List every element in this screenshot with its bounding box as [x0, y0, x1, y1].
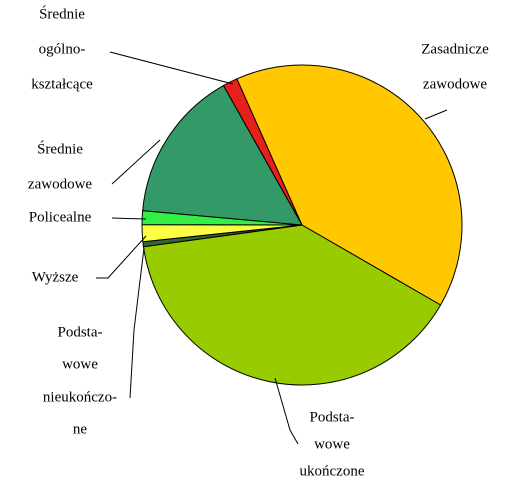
leader-line [274, 377, 299, 445]
leader-line [424, 109, 448, 120]
slice-label: zawodowe [28, 176, 92, 192]
slice-label: ne [73, 421, 88, 437]
slice-label: Średnie [37, 140, 83, 157]
slice-label: ogólno- [39, 41, 86, 57]
leader-line [111, 139, 161, 185]
slice-label: wowe [314, 436, 350, 452]
slice-label: nieukończo- [43, 389, 117, 405]
leader-line [96, 235, 147, 279]
slice-label: ukończone [300, 463, 365, 479]
slice-label: Podsta- [310, 409, 355, 425]
slice-label: wowe [62, 356, 98, 372]
slice-label: kształcące [31, 76, 93, 92]
slice-label: Zasadnicze [421, 41, 489, 57]
pie-slice [142, 224, 442, 386]
slice-label: Średnie [39, 5, 85, 22]
pie-slice [236, 64, 463, 306]
leader-line [109, 51, 234, 85]
slice-label: Policealne [29, 209, 92, 225]
slice-label: Wyższe [32, 269, 79, 285]
leader-line [129, 247, 145, 399]
pie-slice [142, 84, 303, 226]
slice-label: Podsta- [58, 324, 103, 340]
leader-line [111, 217, 147, 220]
slice-label: zawodowe [423, 76, 487, 92]
